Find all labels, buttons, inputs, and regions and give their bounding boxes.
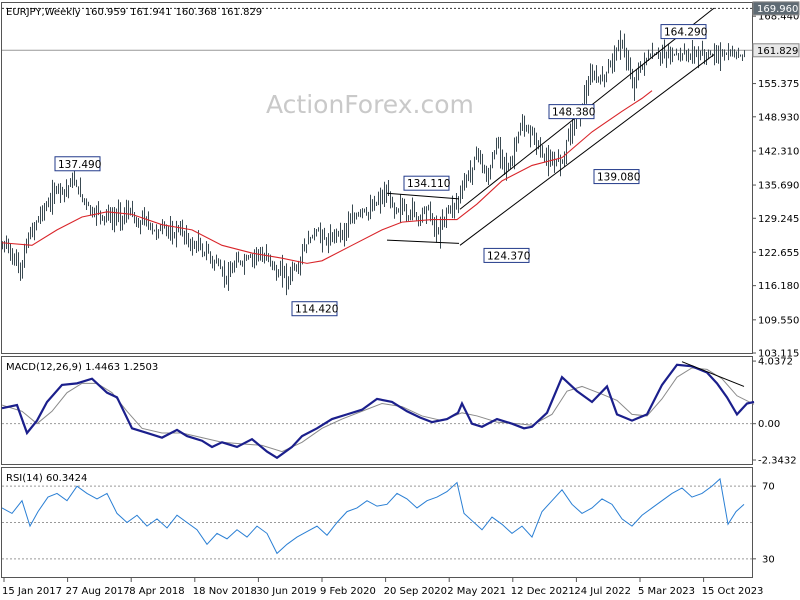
time-tick-label: 30 Jun 2019 xyxy=(256,586,316,597)
time-tick-label: 2 May 2021 xyxy=(447,586,506,597)
time-tick-label: 15 Oct 2023 xyxy=(702,586,764,597)
rsi-title: RSI(14) 60.3424 xyxy=(6,473,87,484)
rsi-panel-frame xyxy=(1,467,753,578)
annotation-box xyxy=(483,247,530,263)
macd-trend-line xyxy=(681,361,745,387)
price-tick-label: 109.550 xyxy=(758,315,799,326)
macd-y-axis: 4.0372 0.00 -2.3432 xyxy=(752,357,797,467)
ohlc-open: 160.959 xyxy=(85,7,126,18)
rsi-line xyxy=(1,477,745,555)
rsi-panel: 70 30 RSI(14) 60.3424 xyxy=(1,473,775,565)
annotation-box xyxy=(403,175,450,191)
price-panel: 137.490 114.420 134.110 124.370 148.380 139.0… xyxy=(1,1,800,360)
macd-panel: 4.0372 0.00 -2.3432 MACD(12,26,9) 1.4463 1… xyxy=(1,357,797,467)
time-tick-label: 24 Jul 2022 xyxy=(574,586,631,597)
time-tick-label: 20 Sep 2020 xyxy=(384,586,447,597)
trend-line xyxy=(386,239,460,244)
macd-title: MACD(12,26,9) 1.4463 1.2503 xyxy=(6,362,158,373)
annotation-box xyxy=(291,301,338,317)
price-tick-label: 122.655 xyxy=(758,248,799,259)
trend-line xyxy=(386,192,460,200)
ohlc-low: 160.368 xyxy=(175,7,216,18)
price-bars xyxy=(2,30,745,296)
time-tick-label: 15 Jan 2017 xyxy=(2,586,62,597)
level-tag: 169.960 xyxy=(757,4,798,15)
price-panel-title: EURJPY,Weekly 160.959 161.941 160.368 161.82… xyxy=(6,7,262,18)
annotation-label: 114.420 xyxy=(295,304,338,316)
level-tag-box xyxy=(752,1,800,16)
annotation-label: 134.110 xyxy=(407,178,450,190)
annotation-label: 137.490 xyxy=(58,159,101,171)
time-tick-label: 5 Mar 2023 xyxy=(638,586,695,597)
price-tick-label: 103.115 xyxy=(758,349,799,360)
annotation-box xyxy=(54,156,101,172)
price-tick-label: 168.440 xyxy=(758,12,799,23)
annotation-box xyxy=(660,24,707,40)
price-tag-box xyxy=(752,43,800,58)
price-panel-frame xyxy=(1,2,753,354)
price-y-axis: 168.440162.005155.375148.930142.310135.6… xyxy=(752,1,800,360)
time-tick-label: 12 Dec 2021 xyxy=(511,586,575,597)
price-tick-label: 148.930 xyxy=(758,112,799,123)
ohlc-close: 161.829 xyxy=(221,7,262,18)
macd-panel-frame xyxy=(1,356,753,465)
rsi-tick-label: 70 xyxy=(762,482,775,493)
annotation-box xyxy=(593,169,640,185)
annotation-label: 164.290 xyxy=(664,27,707,39)
ohlc-high: 161.941 xyxy=(130,7,171,18)
moving-average-line xyxy=(1,90,653,264)
symbol-title: EURJPY,Weekly xyxy=(6,7,81,18)
price-tick-label: 129.245 xyxy=(758,214,799,225)
watermark: ActionForex.com xyxy=(266,90,474,119)
time-axis: 15 Jan 2017 27 Aug 2017 8 Apr 2018 18 Nov 2… xyxy=(2,578,763,597)
macd-tick-label: -2.3432 xyxy=(758,456,797,467)
trend-line xyxy=(459,54,715,246)
macd-line xyxy=(1,363,755,460)
annotation-label: 124.370 xyxy=(487,250,530,262)
price-tag: 161.829 xyxy=(757,46,798,57)
time-tick-label: 8 Apr 2018 xyxy=(129,586,184,597)
macd-tick-label: 4.0372 xyxy=(758,357,793,368)
price-annotations: 137.490 114.420 134.110 124.370 148.380 139.0… xyxy=(54,24,707,317)
macd-tick-label: 0.00 xyxy=(758,419,780,430)
time-tick-label: 9 Feb 2020 xyxy=(320,586,376,597)
price-tick-label: 116.180 xyxy=(758,281,799,292)
time-tick-label: 27 Aug 2017 xyxy=(66,586,130,597)
time-tick-label: 18 Nov 2018 xyxy=(193,586,257,597)
price-tick-label: 155.375 xyxy=(758,79,799,90)
rsi-y-axis: 70 30 xyxy=(752,482,775,565)
price-tick-label: 135.690 xyxy=(758,181,799,192)
annotation-box xyxy=(548,104,595,120)
rsi-tick-label: 30 xyxy=(762,554,775,565)
annotation-label: 148.380 xyxy=(552,107,595,119)
annotation-label: 139.080 xyxy=(597,172,640,184)
price-tick-label: 142.310 xyxy=(758,146,799,157)
